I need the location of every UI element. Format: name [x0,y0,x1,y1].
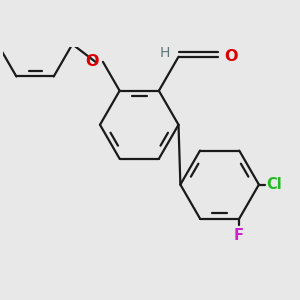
Text: F: F [233,228,243,243]
Text: O: O [86,54,99,69]
Text: O: O [224,49,238,64]
Text: H: H [160,46,170,60]
Text: Cl: Cl [266,177,282,192]
